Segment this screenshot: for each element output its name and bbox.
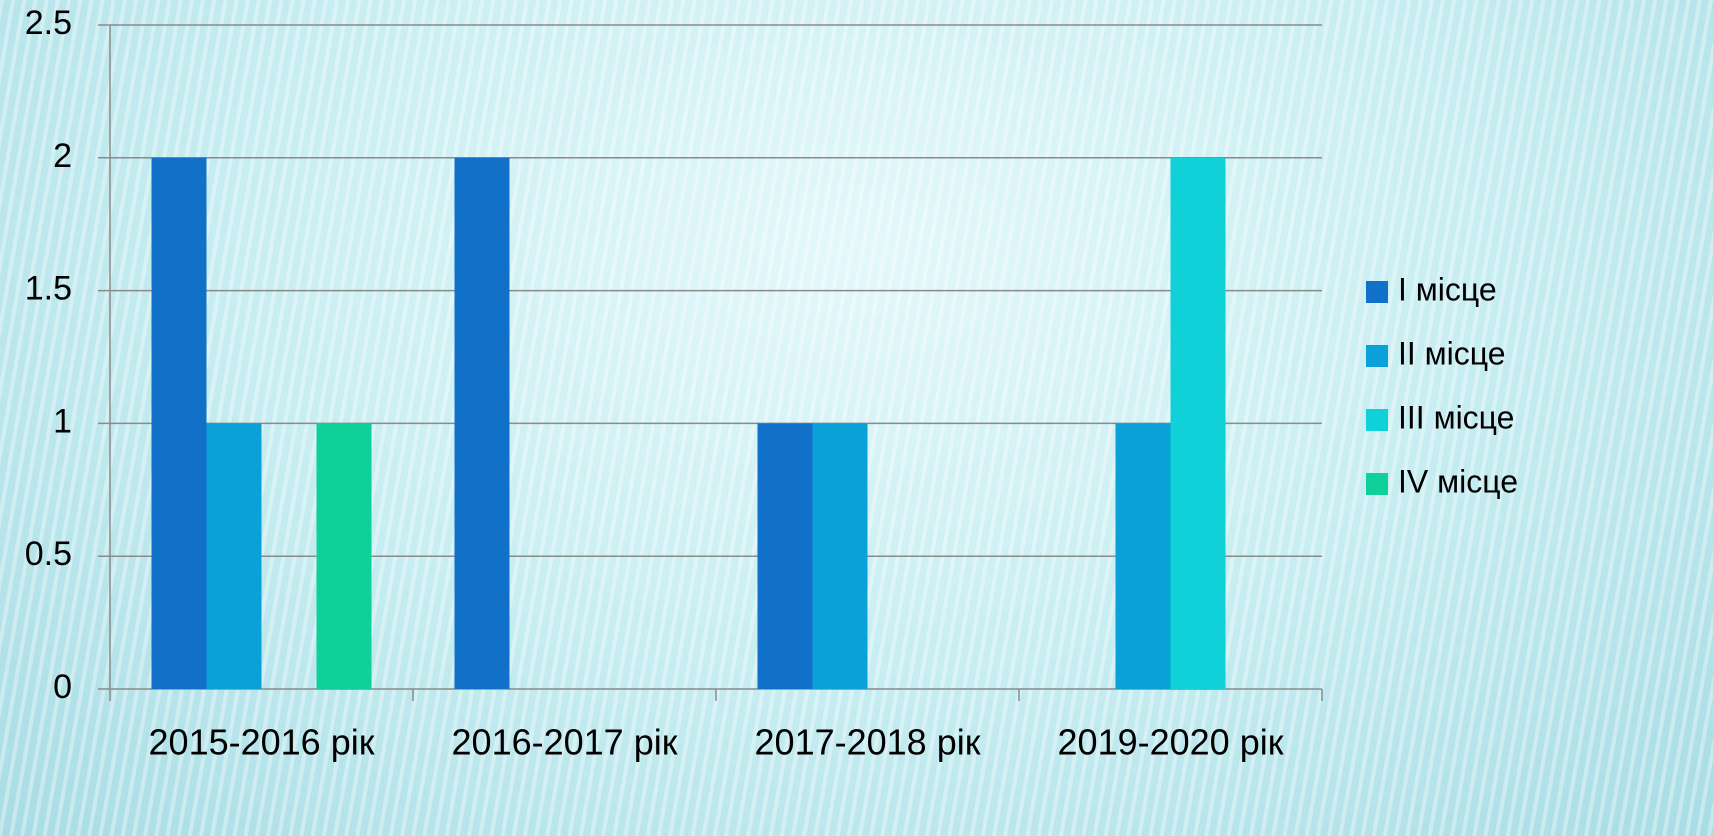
bar [206,423,262,689]
bar [151,157,207,690]
legend-swatch [1366,281,1388,303]
bar [1170,157,1226,690]
bar [316,423,372,689]
legend-swatch [1366,473,1388,495]
y-tick-label: 0.5 [25,535,72,573]
legend-label: II місце [1398,335,1506,371]
x-tick-label: 2019-2020 рік [1058,722,1284,763]
legend-label: III місце [1398,399,1514,435]
x-tick-label: 2016-2017 рік [452,722,678,763]
x-tick-label: 2017-2018 рік [755,722,981,763]
bar [757,423,813,689]
y-tick-label: 2 [53,137,72,175]
legend-label: IV місце [1398,463,1518,499]
legend-label: I місце [1398,271,1497,307]
y-tick-label: 1 [53,402,72,440]
bar [812,423,868,689]
legend-swatch [1366,409,1388,431]
y-tick-label: 2.5 [25,4,72,42]
y-tick-label: 1.5 [25,270,72,308]
y-tick-label: 0 [53,668,72,706]
x-tick-label: 2015-2016 рік [149,722,375,763]
legend-swatch [1366,345,1388,367]
bar [1115,423,1171,689]
bar [454,157,510,690]
